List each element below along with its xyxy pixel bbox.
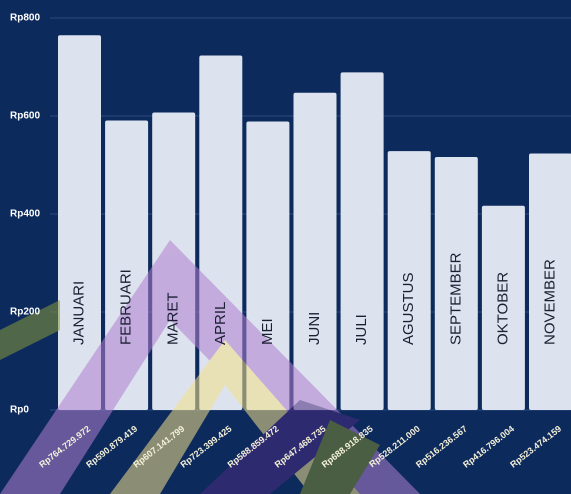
category-label: JULI	[353, 314, 370, 345]
category-label: JUNI	[306, 312, 323, 345]
bar	[58, 35, 101, 410]
y-tick-label: Rp800	[10, 13, 40, 24]
bar	[387, 151, 431, 410]
category-label: OKTOBER	[494, 272, 511, 345]
olive-stripe	[300, 420, 380, 494]
category-label: MARET	[165, 293, 182, 346]
category-label: AGUSTUS	[400, 272, 417, 345]
y-tick-label: Rp600	[10, 111, 40, 122]
bar	[340, 72, 384, 410]
bar	[481, 205, 525, 410]
category-label: APRIL	[212, 302, 229, 345]
y-tick-label: Rp0	[10, 405, 29, 416]
category-label: NOVEMBER	[541, 259, 558, 345]
olive-stripe	[0, 300, 60, 360]
category-label: FEBRUARI	[118, 269, 135, 345]
bar	[434, 157, 478, 410]
violet-shape	[200, 400, 360, 494]
decoration	[0, 240, 420, 494]
bar	[529, 153, 571, 410]
category-label: JANUARI	[70, 281, 87, 345]
category-label: SEPTEMBER	[447, 252, 464, 345]
y-tick-label: Rp400	[10, 209, 40, 220]
y-tick-label: Rp200	[10, 307, 40, 318]
bar	[293, 92, 337, 410]
category-label: MEI	[259, 318, 276, 345]
